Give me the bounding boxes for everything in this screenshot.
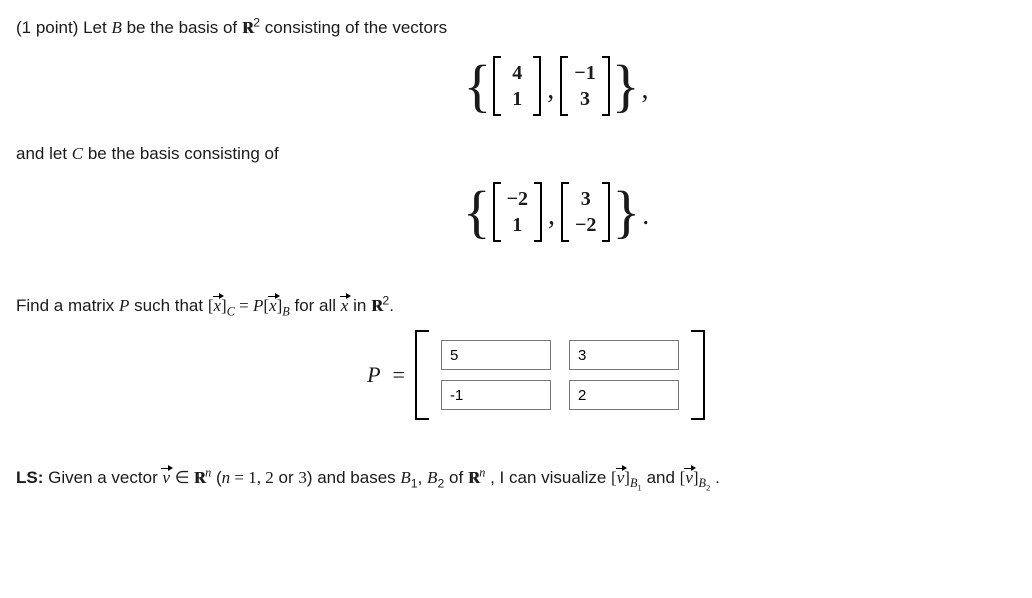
brace-right: } [612, 57, 640, 115]
var-P: P [119, 296, 129, 315]
text-2: consisting of the vectors [265, 18, 447, 37]
vec-v: v [162, 468, 170, 488]
vB1-notation: [v]B1 [611, 468, 642, 487]
xC-notation: [x]C [208, 296, 239, 315]
matrix-cell-0-0[interactable] [441, 340, 551, 370]
points-prefix: (1 point) Let [16, 18, 111, 37]
comma: , [544, 200, 559, 242]
brace-left: { [463, 57, 491, 115]
trailing-period: . [640, 200, 649, 242]
symbol-Rn-2: R [468, 468, 479, 488]
text-1: be the basis of [127, 18, 242, 37]
xB-notation: [x]B [263, 296, 289, 315]
var-C: C [72, 144, 83, 163]
vector-c2: 3−2 [561, 182, 610, 242]
vec-x: x [341, 296, 349, 316]
ls-label: LS: [16, 468, 43, 487]
brace-right: } [612, 183, 640, 241]
vector-c1: −21 [493, 182, 542, 242]
ls-statement: LS: Given a vector v ∈ Rn (n = 1, 2 or 3… [16, 468, 1016, 488]
matrix-cell-1-1[interactable] [569, 380, 679, 410]
answer-matrix-row: P = [16, 330, 1016, 420]
basis-C-display: { −21 , 3−2 } . [16, 182, 1016, 242]
symbol-Rn: R [194, 468, 205, 488]
matrix-label: P [367, 362, 380, 388]
find-instruction: Find a matrix P such that [x]C = P[x]B f… [16, 296, 1016, 316]
line-C-intro: and let C be the basis consisting of [16, 144, 1016, 164]
basis-B2: B [427, 468, 437, 487]
brace-left: { [463, 183, 491, 241]
var-B: B [111, 18, 121, 37]
matrix-bracket-right [691, 330, 705, 420]
vB2-notation: [v]B2 [680, 468, 711, 487]
vector-b1: 41 [493, 56, 541, 116]
vector-b2: −13 [560, 56, 609, 116]
matrix-cell-1-0[interactable] [441, 380, 551, 410]
symbol-R2b: R [371, 296, 382, 316]
equals-sign: = [393, 362, 405, 388]
problem-intro: (1 point) Let B be the basis of R2 consi… [16, 18, 1016, 38]
matrix-cell-0-1[interactable] [569, 340, 679, 370]
basis-B-display: { 41 , −13 } , [16, 56, 1016, 116]
comma: , [543, 74, 558, 116]
basis-B1: B [400, 468, 410, 487]
matrix-P [415, 330, 705, 420]
matrix-bracket-left [415, 330, 429, 420]
symbol-R2: R [242, 18, 253, 38]
trailing-comma: , [640, 74, 649, 116]
